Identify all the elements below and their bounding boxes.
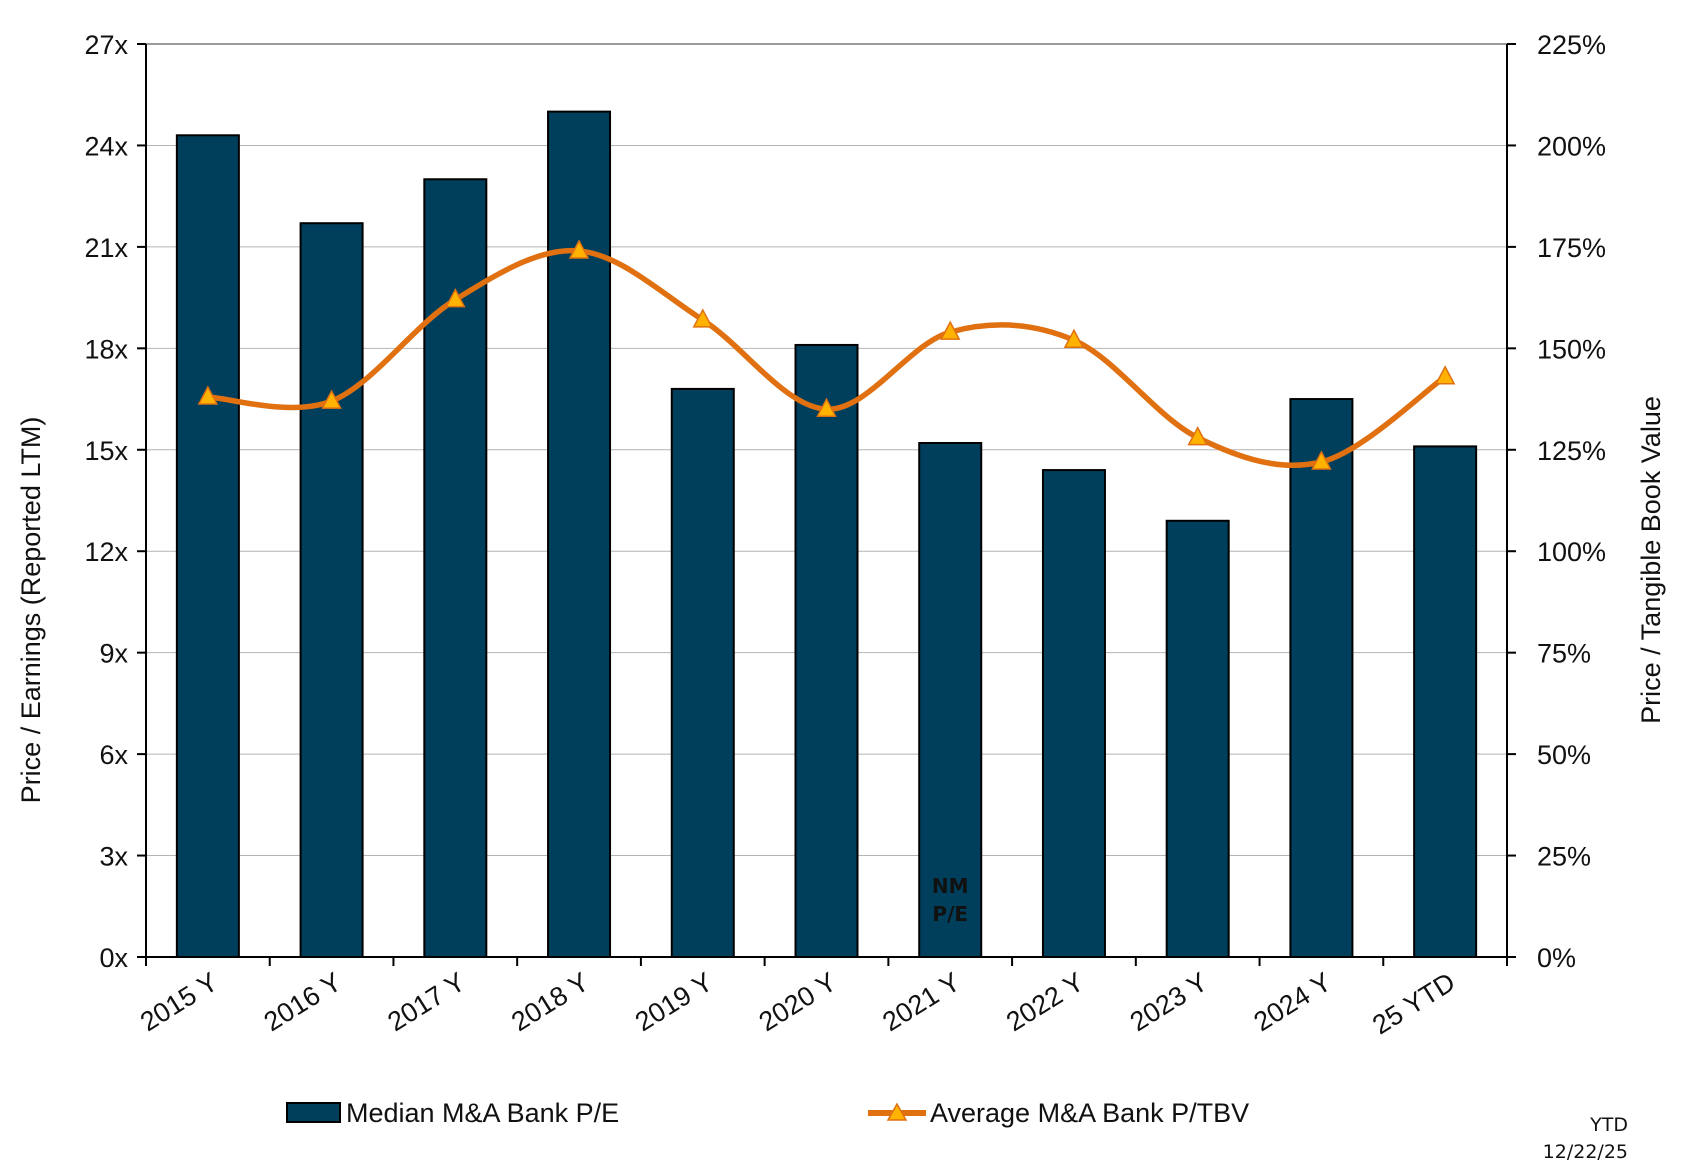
- right-tick-label: 25%: [1537, 842, 1591, 872]
- x-tick-label: 2016 Y: [259, 967, 347, 1038]
- right-tick-label: 0%: [1537, 943, 1576, 973]
- left-tick-label: 9x: [99, 639, 128, 669]
- ptbv-marker: [1187, 426, 1208, 446]
- bar: [1289, 398, 1354, 958]
- left-tick-label: 24x: [84, 131, 128, 161]
- ptbv-marker: [816, 397, 837, 417]
- ptbv-marker: [1434, 365, 1456, 385]
- ptbv-marker: [321, 389, 342, 409]
- ptbv-marker: [1063, 328, 1085, 348]
- left-tick-label: 3x: [99, 842, 128, 872]
- ptbv-marker: [445, 288, 466, 308]
- left-tick-label: 0x: [99, 943, 128, 973]
- tick-labels: 0x 3x 6x 9x 12x 15x 18x 21x 24x 27x 0% 25% 50% 75% 100…: [84, 30, 1606, 973]
- x-tick-label: 2015 Y: [135, 967, 223, 1038]
- legend: Median M&A Bank P/E Average M&A Bank P/T…: [286, 1098, 1249, 1128]
- nm-annotation-line2: P/E: [932, 902, 968, 926]
- ptbv-marker: [1311, 450, 1332, 470]
- legend-bar-swatch: [286, 1102, 341, 1123]
- bar: [423, 178, 488, 958]
- right-tick-label: 75%: [1537, 639, 1591, 669]
- left-tick-label: 6x: [99, 740, 128, 770]
- legend-line-marker: [886, 1102, 908, 1121]
- left-tick-label: 18x: [84, 334, 128, 364]
- x-tick-label: 2020 Y: [754, 967, 842, 1038]
- x-tick-label: 2021 Y: [877, 967, 965, 1038]
- footnote-line1: YTD: [1589, 1114, 1628, 1136]
- x-tick-label: 2019 Y: [630, 967, 718, 1038]
- right-tick-label: 125%: [1537, 436, 1606, 466]
- ptbv-marker: [692, 308, 714, 328]
- right-tick-label: 225%: [1537, 30, 1606, 60]
- legend-bar-label: Median M&A Bank P/E: [346, 1098, 619, 1128]
- right-tick-label: 150%: [1537, 334, 1606, 364]
- footnote-line2: 12/22/25: [1543, 1141, 1628, 1162]
- left-tick-label: 15x: [84, 436, 128, 466]
- x-tick-label: 2017 Y: [382, 967, 470, 1038]
- ptbv-marker: [197, 385, 219, 405]
- bar: [175, 134, 240, 959]
- x-tick-label: 25 YTD: [1367, 967, 1460, 1041]
- bar: [547, 110, 612, 958]
- x-tick-label: 2018 Y: [506, 967, 594, 1038]
- left-tick-label: 27x: [84, 30, 128, 60]
- right-tick-label: 175%: [1537, 233, 1606, 263]
- right-tick-label: 200%: [1537, 131, 1606, 161]
- right-axis-title: Price / Tangible Book Value: [1636, 396, 1666, 724]
- bar: [670, 387, 735, 958]
- right-tick-label: 100%: [1537, 537, 1606, 567]
- bar: [1413, 445, 1478, 958]
- bar: [1041, 469, 1106, 958]
- legend-line-label: Average M&A Bank P/TBV: [930, 1098, 1249, 1128]
- bar: [299, 222, 364, 959]
- bar: [794, 343, 859, 958]
- bar-series: [175, 110, 1478, 959]
- x-tick-label: 2024 Y: [1249, 967, 1337, 1038]
- left-axis-title: Price / Earnings (Reported LTM): [16, 417, 46, 804]
- left-tick-label: 12x: [84, 537, 128, 567]
- bar: [1165, 519, 1230, 958]
- axes: [137, 43, 1516, 966]
- ptbv-marker: [568, 239, 590, 259]
- line-series: [197, 239, 1456, 470]
- right-tick-label: 50%: [1537, 740, 1591, 770]
- x-tick-labels: 2015 Y 2016 Y 2017 Y 2018 Y 2019 Y 2020 Y 2021…: [135, 967, 1460, 1041]
- x-tick-label: 2023 Y: [1125, 967, 1213, 1038]
- left-tick-label: 21x: [84, 233, 128, 263]
- x-tick-label: 2022 Y: [1001, 967, 1089, 1038]
- ptbv-marker: [939, 320, 961, 340]
- nm-annotation-line1: NM: [932, 874, 969, 898]
